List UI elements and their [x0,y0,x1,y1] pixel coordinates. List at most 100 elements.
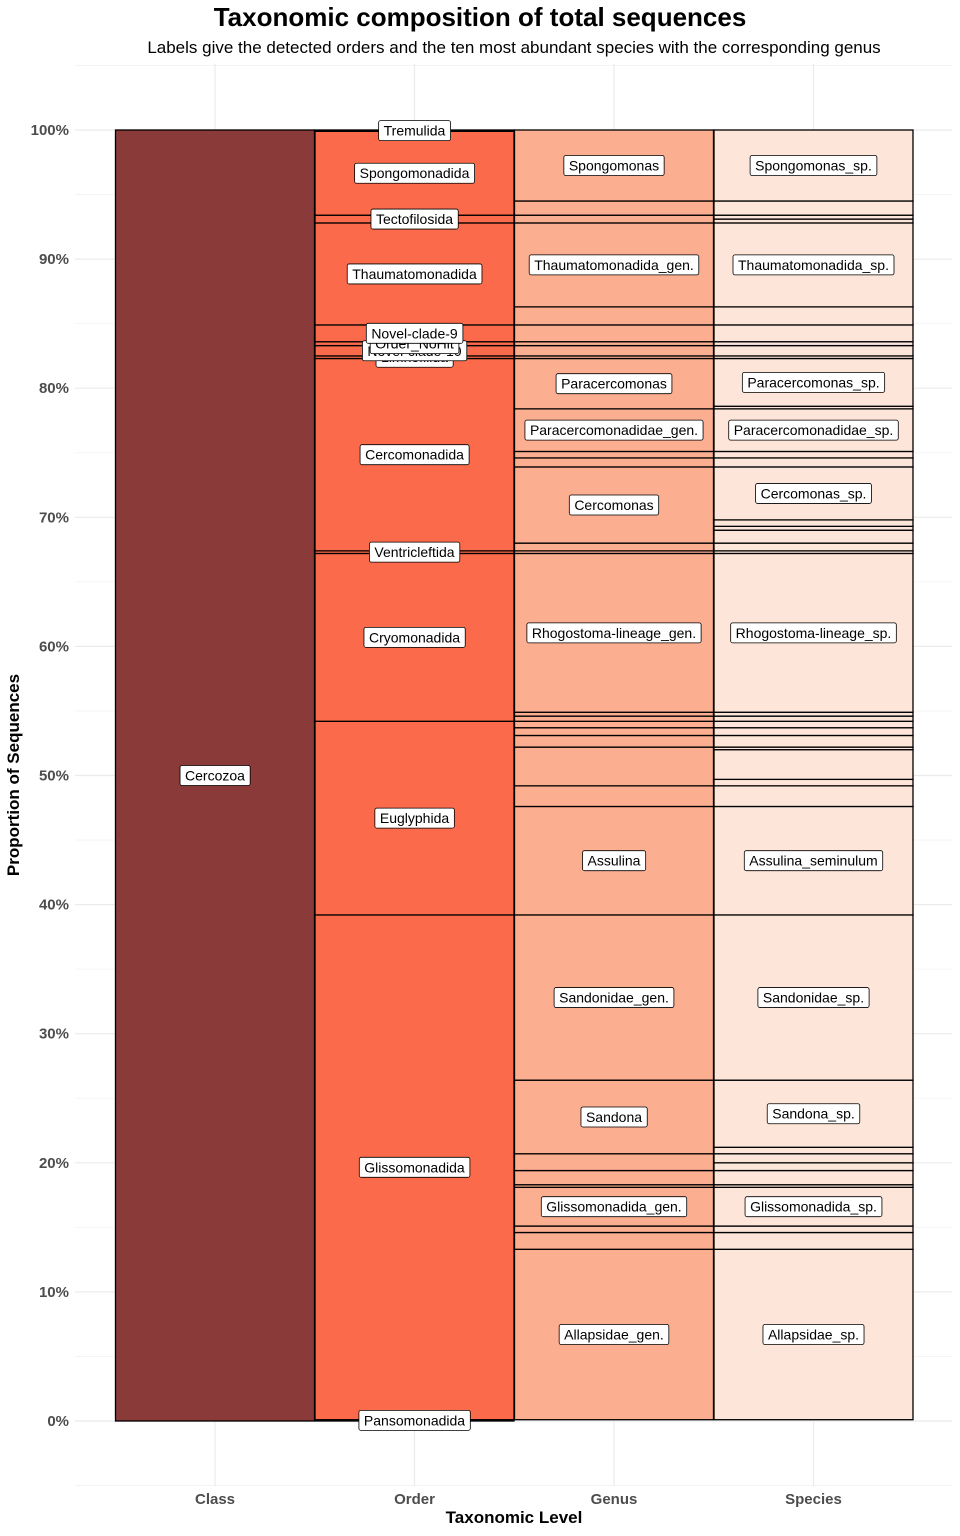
segment-label: Tectofilosida [376,211,453,227]
bar-segment [513,542,715,552]
y-tick-label: 80% [39,380,69,397]
segment-label-box [528,254,700,276]
bar-segment [713,1231,914,1250]
segment-label-box [553,987,675,1008]
bar-segment [713,344,914,357]
chart-subtitle: Labels give the detected orders and the … [147,38,881,57]
segment-label-box [766,1103,861,1125]
segment-label-box [563,155,665,176]
y-tick-label: 40% [39,897,69,914]
segment-label: Paracercomonadidae_gen. [530,422,698,438]
bar-segment [513,214,715,224]
segment-label: Sandonidae_gen. [559,990,669,1006]
segment-label: Paracercomonadidae_sp. [734,422,894,438]
segment-label: Allapsidae_sp. [768,1327,859,1343]
segment-label-box [757,987,870,1008]
x-tick-label: Class [195,1491,235,1508]
segment-label-box [354,162,475,184]
segment-label: Cryomonadida [369,629,460,645]
segment-label: Allapsidae_gen. [564,1327,664,1343]
y-tick-label: 70% [39,509,69,526]
segment-label: Cercozoa [185,768,245,784]
bar-segment [713,1248,914,1421]
segment-label: Sandona [586,1109,642,1125]
x-tick-label: Genus [591,1491,638,1508]
segment-label: Glissomonadida [364,1159,465,1175]
bar-segment [713,450,914,459]
bar-segment [713,1153,914,1164]
segment-label: Assulina [588,853,641,869]
bar-segment [513,715,715,722]
segment-label-box [741,371,886,393]
chart-title: Taxonomic composition of total sequences [213,2,747,32]
bar-segment [713,727,914,737]
bar-segment [513,1153,715,1172]
segment-label-box [374,807,455,829]
segment-label-box [582,850,647,872]
segment-label-box [568,494,660,516]
bar-segment [513,720,715,729]
segment-label: Spongomonas_sp. [755,158,872,174]
x-tick-label: Species [785,1491,842,1508]
segment-label: Tremulida [384,123,446,139]
bar-segment [513,734,715,748]
segment-label: Rhogostoma-lineage_gen. [532,625,696,641]
bar-segment [713,1146,914,1155]
segment-label-box [749,155,878,176]
bar-segment [513,1169,715,1186]
segment-label: Ventricleftida [374,544,454,560]
bar-segment [713,542,914,552]
segment-label-box [755,483,872,504]
bar-segment [713,720,914,729]
segment-label: Euglyphida [380,810,449,826]
bar-segment [713,715,914,722]
y-tick-label: 60% [39,638,69,655]
segment-label: Thaumatomonadida_sp. [738,257,889,273]
segment-label-box [558,1324,670,1345]
segment-label-box [728,419,899,441]
bar-segment [513,344,715,357]
bar-segment [513,200,715,216]
segment-label: Cercomonas_sp. [761,485,867,501]
segment-label-box [744,1196,883,1218]
segment-label: Sandona_sp. [772,1106,855,1122]
y-tick-label: 100% [31,122,69,139]
y-tick-label: 0% [47,1413,69,1430]
segment-label-box [346,263,483,285]
bar-segment [713,785,914,808]
bar-segment [713,529,914,544]
bar-segment [713,749,914,781]
segment-label: Cercomonadida [365,447,464,463]
bar-segment [713,324,914,343]
segment-label-box [358,1409,471,1431]
y-tick-label: 10% [39,1284,69,1301]
bar-segment [713,1162,914,1172]
segment-label-box [524,419,704,441]
y-tick-label: 30% [39,1026,69,1043]
segment-label-box [369,541,461,563]
segment-label: Paracercomonas_sp. [747,374,879,390]
bar-segment [713,457,914,468]
segment-label: Spongomonadida [360,165,470,181]
bar-segment [513,450,715,459]
x-axis-label: Taxonomic Level [445,1508,583,1527]
segment-label-box [732,254,895,276]
bar-segment [713,519,914,527]
segment-label: Thaumatomonadida_gen. [534,257,694,273]
bar-segment [713,200,914,216]
segment-label: Glissomonadida_gen. [546,1199,681,1215]
segment-label-box [580,1106,648,1128]
bar-segment [513,1231,715,1250]
bar-segment [713,1169,914,1186]
segment-label: Cercomonas [574,497,653,513]
segment-label-box [743,850,884,872]
segment-label-box [363,626,466,648]
segment-label: Assulina_seminulum [749,853,877,869]
bar-segment [713,734,914,748]
bar-segment [513,785,715,808]
bar-segment [513,306,715,326]
segment-label: Thaumatomonadida [352,266,477,282]
y-tick-label: 50% [39,768,69,785]
bar-segment [513,457,715,468]
bar-segment [513,746,715,787]
